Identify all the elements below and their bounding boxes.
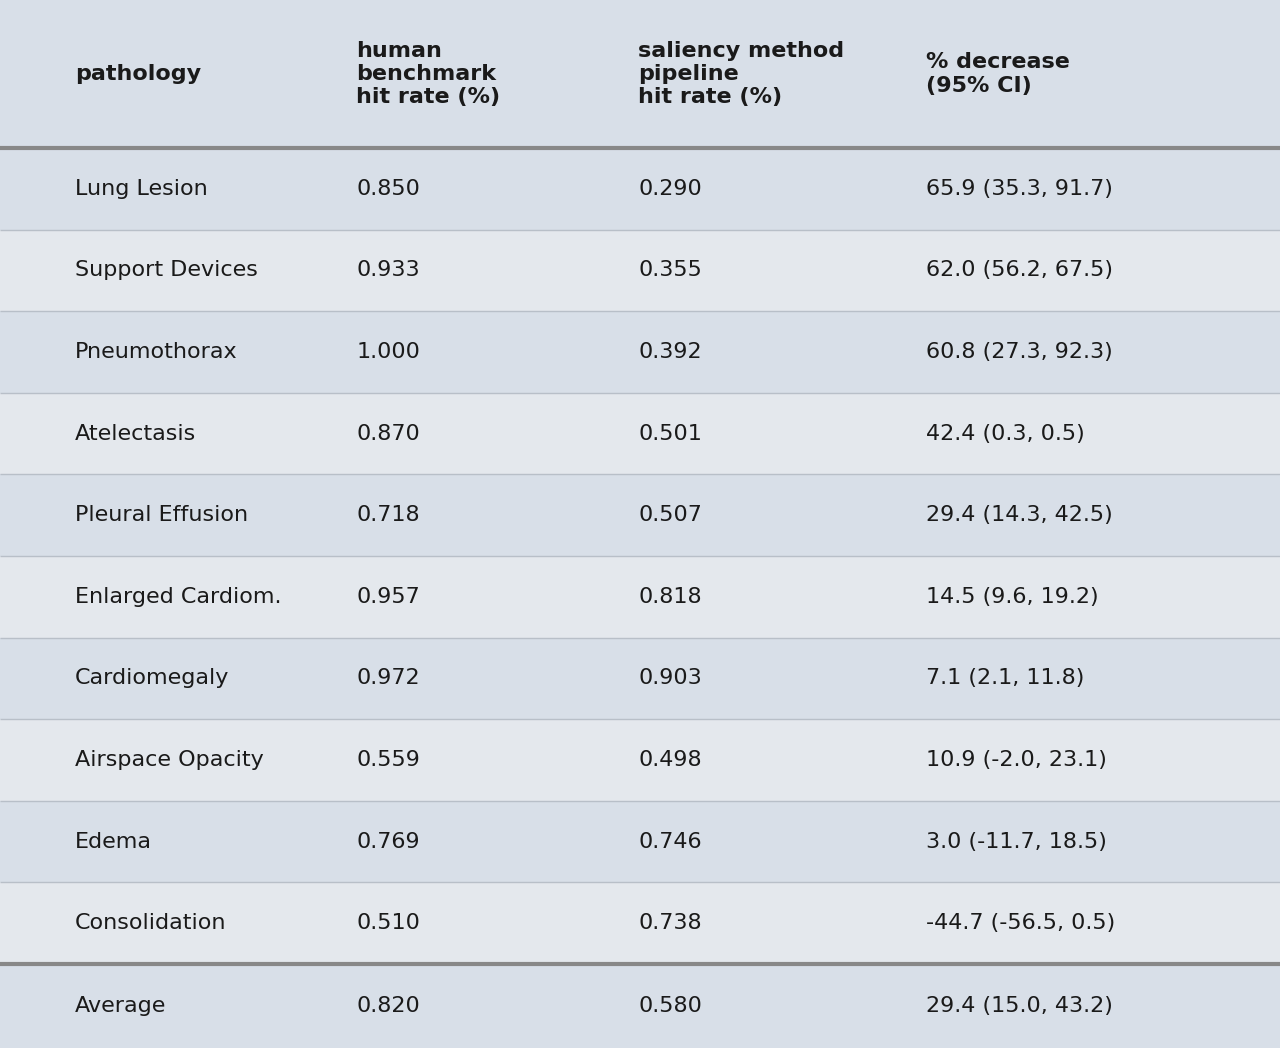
Bar bbox=[0, 393, 1280, 475]
Text: 0.559: 0.559 bbox=[356, 750, 420, 770]
Text: Cardiomegaly: Cardiomegaly bbox=[74, 669, 229, 689]
Text: 1.000: 1.000 bbox=[356, 342, 420, 362]
Text: 65.9 (35.3, 91.7): 65.9 (35.3, 91.7) bbox=[925, 179, 1112, 199]
Text: 62.0 (56.2, 67.5): 62.0 (56.2, 67.5) bbox=[925, 260, 1114, 281]
Text: 0.818: 0.818 bbox=[637, 587, 701, 607]
Text: 10.9 (-2.0, 23.1): 10.9 (-2.0, 23.1) bbox=[925, 750, 1107, 770]
Text: 0.355: 0.355 bbox=[637, 260, 701, 281]
Text: Edema: Edema bbox=[74, 832, 152, 852]
Text: Support Devices: Support Devices bbox=[74, 260, 257, 281]
Bar bbox=[0, 801, 1280, 882]
Text: 0.580: 0.580 bbox=[637, 996, 701, 1016]
Text: % decrease
(95% CI): % decrease (95% CI) bbox=[925, 52, 1070, 95]
Text: Average: Average bbox=[74, 996, 166, 1016]
Text: 0.870: 0.870 bbox=[356, 423, 420, 443]
Text: -44.7 (-56.5, 0.5): -44.7 (-56.5, 0.5) bbox=[925, 913, 1115, 933]
Text: 0.850: 0.850 bbox=[356, 179, 420, 199]
Text: 0.746: 0.746 bbox=[637, 832, 701, 852]
Bar bbox=[0, 148, 1280, 230]
Text: 0.392: 0.392 bbox=[637, 342, 701, 362]
Text: 0.957: 0.957 bbox=[356, 587, 420, 607]
Text: 0.718: 0.718 bbox=[356, 505, 420, 525]
Text: 14.5 (9.6, 19.2): 14.5 (9.6, 19.2) bbox=[925, 587, 1098, 607]
Bar bbox=[0, 719, 1280, 801]
Text: 29.4 (14.3, 42.5): 29.4 (14.3, 42.5) bbox=[925, 505, 1112, 525]
Text: Airspace Opacity: Airspace Opacity bbox=[74, 750, 264, 770]
Bar bbox=[0, 230, 1280, 311]
Text: 3.0 (-11.7, 18.5): 3.0 (-11.7, 18.5) bbox=[925, 832, 1107, 852]
Bar bbox=[0, 556, 1280, 637]
Text: 7.1 (2.1, 11.8): 7.1 (2.1, 11.8) bbox=[925, 669, 1084, 689]
Text: 0.510: 0.510 bbox=[356, 913, 420, 933]
Text: 42.4 (0.3, 0.5): 42.4 (0.3, 0.5) bbox=[925, 423, 1084, 443]
Text: 0.820: 0.820 bbox=[356, 996, 420, 1016]
Text: 0.972: 0.972 bbox=[356, 669, 420, 689]
Text: Enlarged Cardiom.: Enlarged Cardiom. bbox=[74, 587, 282, 607]
Text: Consolidation: Consolidation bbox=[74, 913, 227, 933]
Text: 0.501: 0.501 bbox=[637, 423, 701, 443]
Text: 0.498: 0.498 bbox=[637, 750, 701, 770]
Text: Atelectasis: Atelectasis bbox=[74, 423, 196, 443]
Text: 60.8 (27.3, 92.3): 60.8 (27.3, 92.3) bbox=[925, 342, 1112, 362]
Bar bbox=[0, 964, 1280, 1048]
Text: Pneumothorax: Pneumothorax bbox=[74, 342, 237, 362]
Text: 0.769: 0.769 bbox=[356, 832, 420, 852]
Text: saliency method
pipeline
hit rate (%): saliency method pipeline hit rate (%) bbox=[637, 41, 844, 107]
Text: 0.903: 0.903 bbox=[637, 669, 701, 689]
Text: pathology: pathology bbox=[74, 64, 201, 84]
Text: 0.507: 0.507 bbox=[637, 505, 701, 525]
Text: 0.738: 0.738 bbox=[637, 913, 701, 933]
Text: 0.933: 0.933 bbox=[356, 260, 420, 281]
Text: 29.4 (15.0, 43.2): 29.4 (15.0, 43.2) bbox=[925, 996, 1112, 1016]
Bar bbox=[0, 475, 1280, 556]
Text: Pleural Effusion: Pleural Effusion bbox=[74, 505, 248, 525]
Bar bbox=[0, 637, 1280, 719]
Bar bbox=[0, 882, 1280, 964]
Text: Lung Lesion: Lung Lesion bbox=[74, 179, 207, 199]
Bar bbox=[0, 311, 1280, 393]
Text: human
benchmark
hit rate (%): human benchmark hit rate (%) bbox=[356, 41, 500, 107]
Text: 0.290: 0.290 bbox=[637, 179, 701, 199]
